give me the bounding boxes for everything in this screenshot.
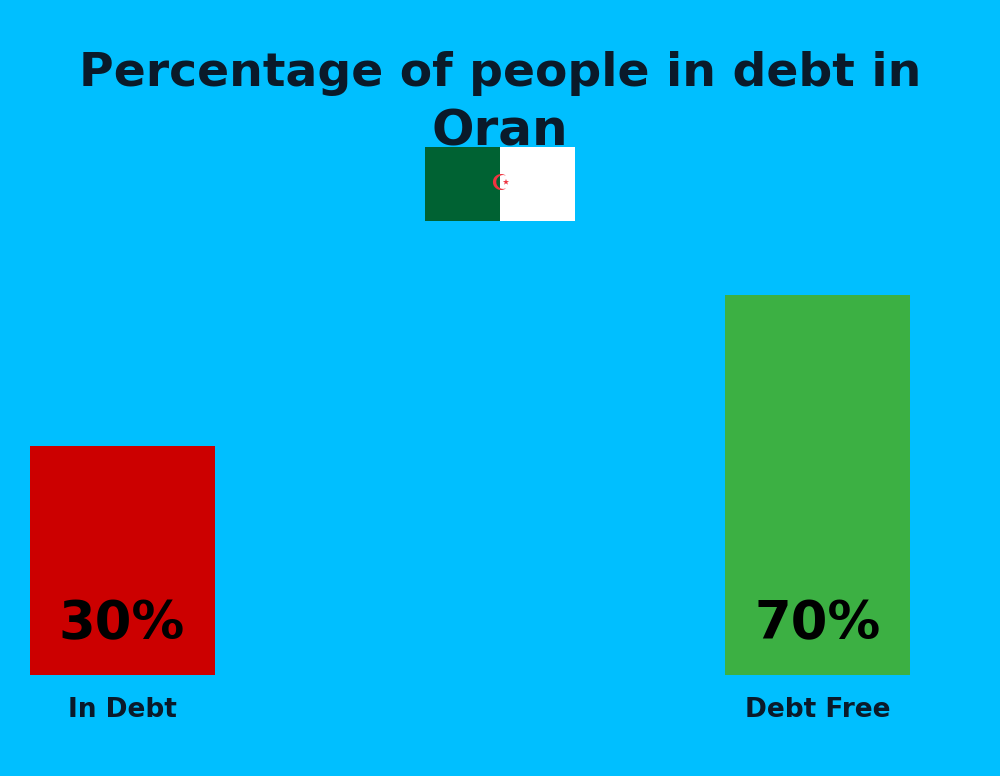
- FancyBboxPatch shape: [725, 295, 910, 675]
- FancyBboxPatch shape: [30, 446, 215, 675]
- Text: ☪: ☪: [490, 175, 510, 194]
- Text: Percentage of people in debt in: Percentage of people in debt in: [79, 51, 921, 96]
- Text: 70%: 70%: [755, 598, 881, 651]
- FancyBboxPatch shape: [425, 147, 500, 221]
- Text: In Debt: In Debt: [68, 697, 176, 723]
- Text: Oran: Oran: [432, 108, 568, 156]
- Text: 30%: 30%: [59, 598, 185, 651]
- FancyBboxPatch shape: [500, 147, 575, 221]
- Text: Debt Free: Debt Free: [745, 697, 891, 723]
